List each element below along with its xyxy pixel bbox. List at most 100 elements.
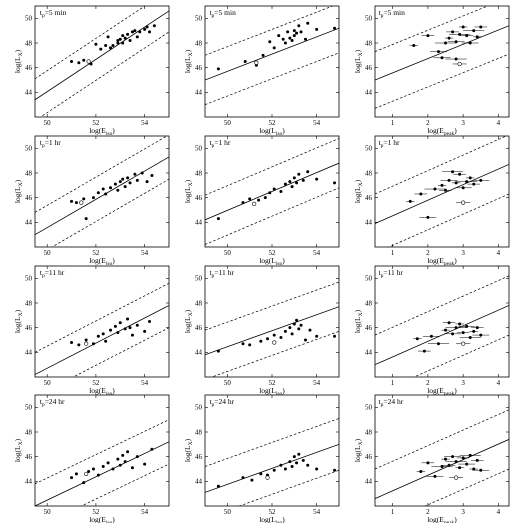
panel-r2-c2: 44 46 48 50 50 52 54 tp=1 hr log(Liso) log(LX) [183, 135, 340, 267]
y-tick-label: 50 [365, 145, 373, 153]
x-axis-label: log(Eiso) [89, 386, 115, 397]
panel-time-label: tp=24 hr [379, 397, 404, 408]
y-tick-label: 46 [25, 194, 33, 202]
data-point [288, 36, 292, 40]
fit-line [35, 156, 169, 236]
data-point [130, 333, 134, 337]
plot-frame [374, 135, 510, 248]
data-point [419, 192, 423, 196]
scatter-band-line [205, 281, 339, 331]
data-point [89, 62, 93, 66]
data-point [82, 481, 86, 485]
panel-time-label: tp=11 hr [379, 268, 404, 279]
data-point [279, 336, 283, 340]
data-point [126, 317, 130, 321]
x-tick-label: 52 [269, 379, 277, 387]
data-point [461, 25, 465, 29]
plot-frame [34, 265, 170, 378]
data-point [259, 339, 263, 343]
scatter-band-line [35, 419, 169, 485]
data-point [306, 463, 310, 467]
data-point [315, 334, 319, 338]
data-point [140, 171, 144, 175]
data-point [123, 185, 127, 189]
y-tick-label: 44 [25, 349, 33, 357]
x-tick-label: 2 [426, 119, 430, 127]
y-tick-label: 44 [25, 89, 33, 97]
x-tick-label: 3 [461, 249, 465, 257]
y-tick-label: 44 [365, 89, 373, 97]
plot-frame [374, 394, 510, 507]
fit-line [35, 305, 169, 375]
data-point [91, 196, 95, 200]
data-point [475, 326, 479, 330]
panel-time-label: tp=24 hr [209, 397, 234, 408]
data-point [101, 332, 105, 336]
y-tick-label: 50 [25, 15, 33, 23]
data-point [286, 30, 290, 34]
data-point [130, 466, 134, 470]
panel-time-label: tp=11 hr [40, 268, 65, 279]
data-point [306, 170, 310, 174]
x-tick-label: 54 [313, 119, 321, 127]
data-point [283, 41, 287, 45]
data-point [454, 57, 458, 61]
data-point [333, 334, 337, 338]
y-tick-label: 44 [365, 478, 373, 486]
data-point [297, 24, 301, 28]
y-tick-label: 50 [365, 404, 373, 412]
x-tick-label: 52 [92, 379, 100, 387]
data-point [295, 461, 299, 465]
data-point [468, 336, 472, 340]
data-point [277, 34, 281, 38]
data-point [113, 324, 117, 328]
x-tick-label: 54 [141, 119, 149, 127]
plot-frame [374, 265, 510, 378]
x-axis-label: log(Eiso) [89, 256, 115, 267]
fit-line [375, 305, 509, 366]
data-point [261, 53, 265, 57]
data-point [118, 321, 122, 325]
data-point [128, 181, 132, 185]
data-point [272, 187, 276, 191]
data-point [472, 467, 476, 471]
y-tick-label: 48 [25, 169, 33, 177]
data-point [440, 56, 444, 60]
x-axis-label: log(Liso) [259, 515, 285, 523]
data-point [248, 343, 252, 347]
data-point [259, 472, 263, 476]
data-point [241, 342, 245, 346]
x-tick-label: 50 [224, 379, 232, 387]
panel-r4-c3: 44 46 48 50 1 2 3 4 tp=24 hr log(Epeak) log(LX) [353, 394, 510, 523]
x-tick-label: 50 [44, 508, 52, 516]
scatter-band-line [375, 53, 509, 109]
data-point [123, 460, 127, 464]
data-point [266, 337, 270, 341]
panel-r2-c1: 44 46 48 50 50 52 54 tp=1 hr log(Eiso) log(LX) [13, 135, 170, 267]
data-point [444, 328, 448, 332]
x-axis-label: log(Liso) [259, 256, 285, 267]
y-tick-label: 44 [195, 89, 203, 97]
data-point [475, 35, 479, 39]
x-tick-label: 1 [391, 379, 395, 387]
data-point [440, 465, 444, 469]
panel-r1-c2: 44 46 48 50 50 52 54 tp=5 min log(Liso) log(LX) [183, 5, 340, 137]
y-axis-label: log(LX) [183, 49, 194, 73]
data-point [272, 333, 276, 337]
scatter-band-line [205, 6, 334, 56]
data-point [472, 329, 476, 333]
data-point [304, 338, 307, 342]
data-point [135, 178, 139, 182]
x-tick-label: 50 [224, 508, 232, 516]
x-tick-label: 2 [426, 249, 430, 257]
data-point [297, 172, 301, 176]
data-point [123, 327, 127, 331]
data-point [109, 328, 113, 332]
data-point [109, 186, 113, 190]
data-point [96, 334, 100, 338]
data-point [128, 326, 132, 330]
data-point [143, 27, 147, 31]
x-tick-label: 3 [461, 379, 465, 387]
x-axis-label: log(Epeak) [427, 126, 457, 137]
y-tick-label: 50 [25, 404, 33, 412]
